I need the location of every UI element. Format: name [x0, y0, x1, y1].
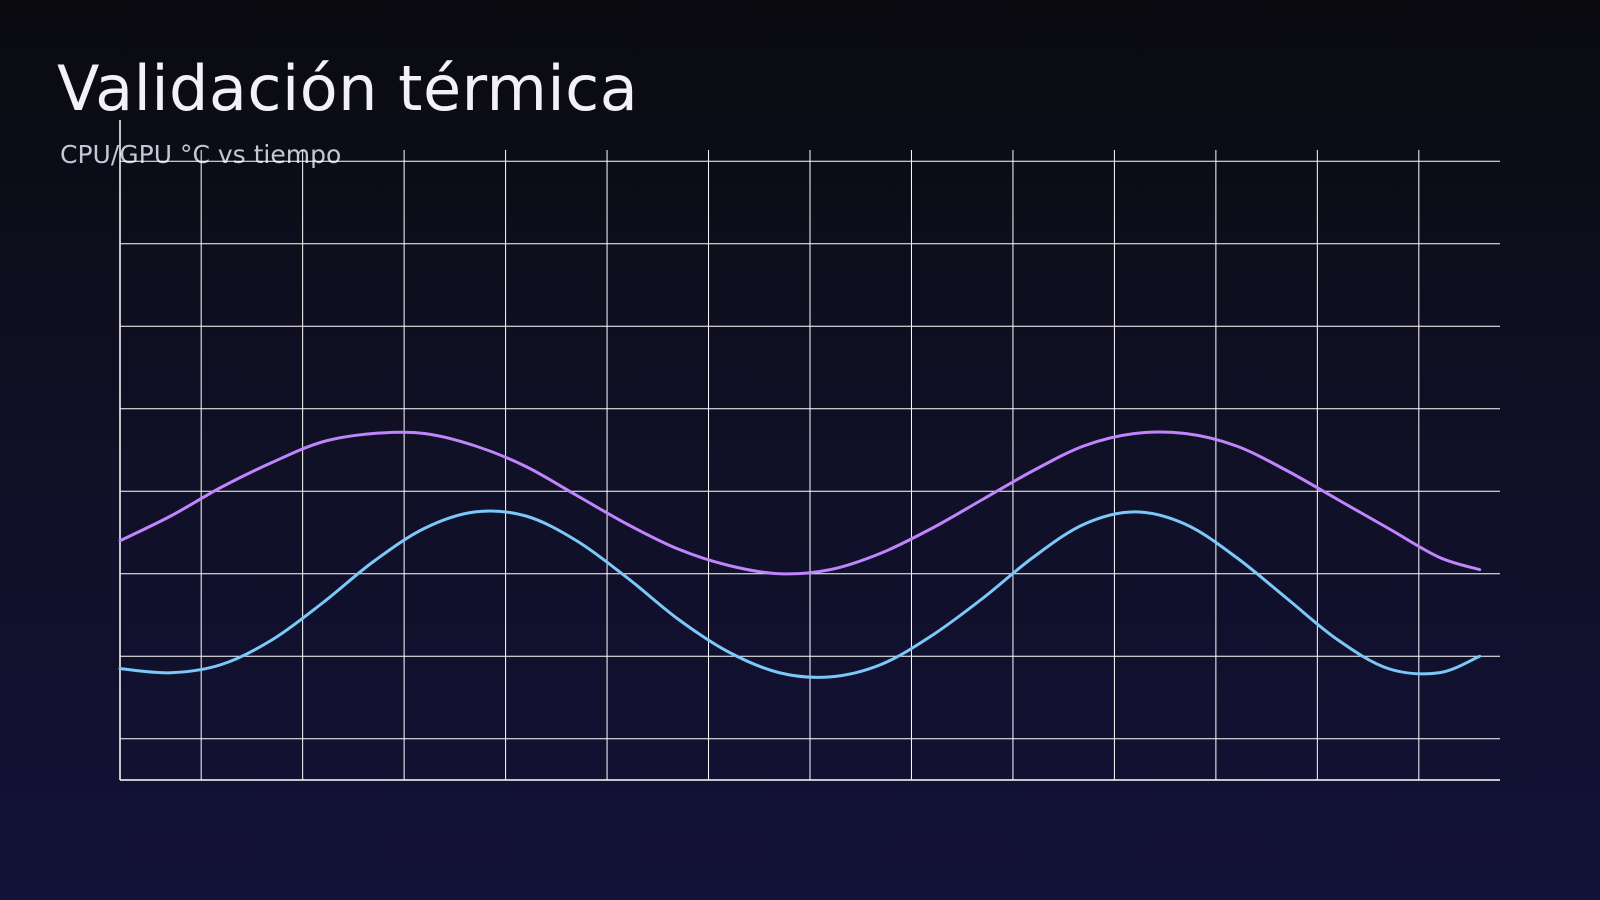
grid [120, 150, 1500, 780]
series-layer [118, 430, 1482, 679]
series-line-2 [118, 509, 1482, 679]
chart-subtitle: CPU/GPU °C vs tiempo [60, 140, 342, 169]
series-line-1 [118, 430, 1482, 576]
chart-title: Validación térmica [57, 52, 639, 125]
